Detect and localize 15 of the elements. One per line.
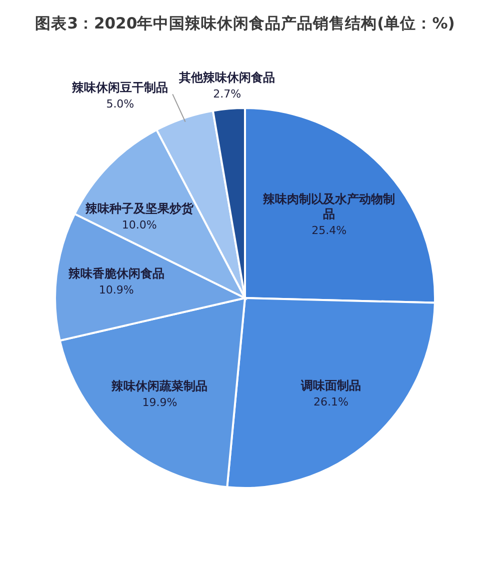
slice-label: 辣味种子及坚果炒货 [84,202,194,216]
data-label: 2.7% [213,87,242,100]
data-label: 5.0% [106,98,134,111]
slice-label: 辣味肉制以及水产动物制品 [262,192,396,221]
chart-title: 图表3：2020年中国辣味休闲食品产品销售结构(单位：%) [35,14,455,32]
slice-label: 调味面制品 [300,378,361,392]
slice-label: 其他辣味休闲食品 [178,70,276,84]
slice-label: 辣味休闲蔬菜制品 [110,378,208,393]
data-label: 10.0% [122,218,157,232]
data-label: 25.4% [312,224,347,237]
data-label: 10.9% [98,283,134,296]
slice-label: 辣味香脆休闲食品 [67,266,164,280]
slice-label: 辣味休闲豆干制品 [71,80,168,95]
data-label: 19.9% [142,396,178,409]
data-label: 26.1% [313,395,348,408]
